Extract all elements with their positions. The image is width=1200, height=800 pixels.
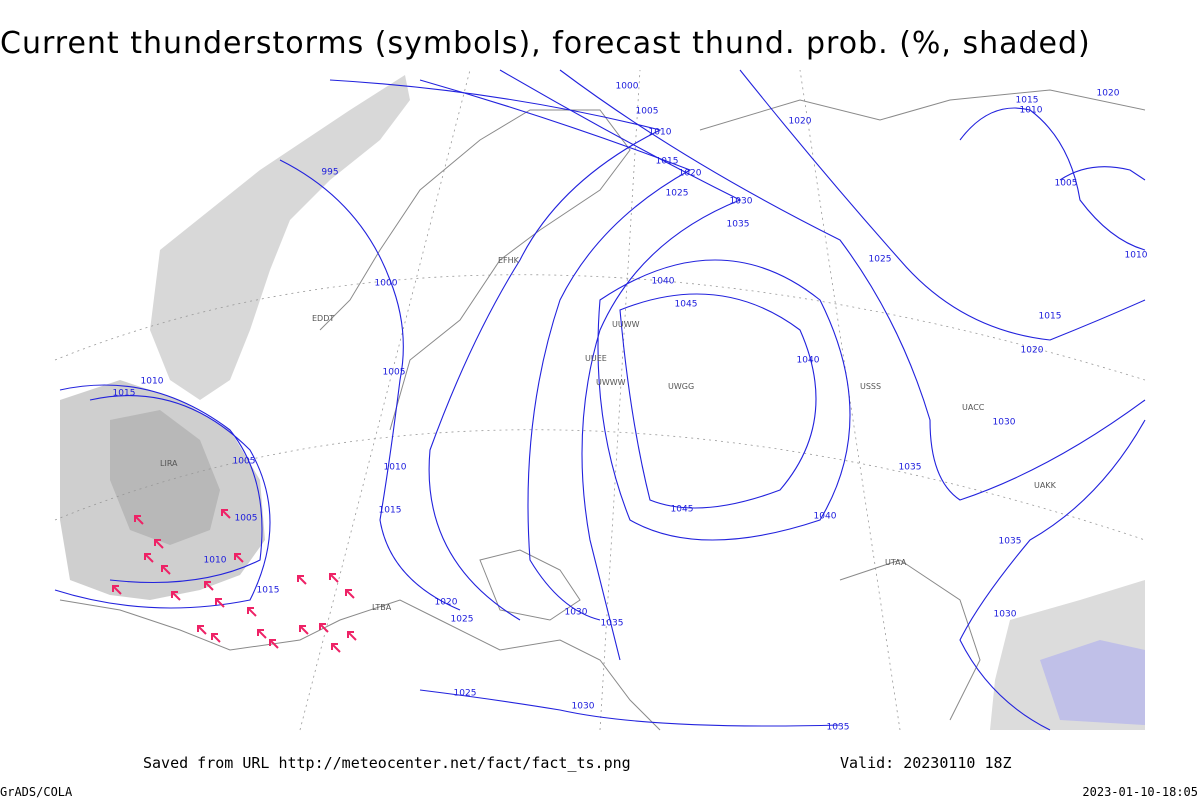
station-label: UWGG — [668, 382, 694, 391]
isobar-label: 1000 — [375, 279, 398, 289]
isobar-label: 1040 — [652, 277, 675, 287]
isobar-label: 1025 — [454, 689, 477, 699]
station-label: USSS — [860, 382, 881, 391]
isobar-label: 1035 — [899, 463, 922, 473]
isobar-label: 1005 — [1055, 179, 1078, 189]
isobar-label: 1015 — [656, 157, 679, 167]
isobar-labels: 1000 1005 1010 1015 1020 1025 1030 1035 … — [113, 82, 1148, 733]
station-label: UACC — [962, 403, 985, 412]
isobar-label: 1035 — [727, 220, 750, 230]
station-label: UWWW — [596, 378, 626, 387]
grid — [54, 69, 1146, 731]
isobar-label: 1035 — [827, 723, 850, 733]
isobar-label: 1015 — [1039, 312, 1062, 322]
isobar-label: 1010 — [1125, 251, 1148, 261]
isobar-label: 1035 — [999, 537, 1022, 547]
coastlines — [59, 89, 1146, 731]
isobar-label: 1015 — [1016, 96, 1039, 106]
isobar-label: 1015 — [113, 389, 136, 399]
isobar-label: 1020 — [1021, 346, 1044, 356]
isobar-label: 1025 — [869, 255, 892, 265]
isobar-label: 1030 — [572, 702, 595, 712]
valid-time: Valid: 20230110 18Z — [840, 754, 1012, 772]
isobar-label: 1030 — [994, 610, 1017, 620]
isobar-label: 1015 — [379, 506, 402, 516]
software: GrADS/COLA — [0, 785, 73, 799]
station-label: LIRA — [160, 459, 178, 468]
isobar-label: 1040 — [814, 512, 837, 522]
title: Current thunderstorms (symbols), forecas… — [0, 26, 1091, 61]
isobar-label: 1020 — [435, 598, 458, 608]
isobar-label: 1025 — [666, 189, 689, 199]
station-label: EFHK — [498, 256, 520, 265]
isobar-label: 1010 — [384, 463, 407, 473]
probability-shading — [60, 75, 1145, 730]
isobar-label: 1010 — [204, 556, 227, 566]
isobar-label: 1030 — [993, 418, 1016, 428]
isobar-label: 1030 — [730, 197, 753, 207]
saved-url: Saved from URL http://meteocenter.net/fa… — [143, 754, 631, 772]
station-label: LTBA — [372, 603, 392, 612]
isobar-label: 1025 — [451, 615, 474, 625]
isobars — [54, 69, 1146, 731]
isobar-label: 1005 — [235, 514, 258, 524]
isobar-label: 1020 — [789, 117, 812, 127]
isobar-label: 1035 — [601, 619, 624, 629]
isobar-label: 1040 — [797, 356, 820, 366]
thunderstorm-symbols — [112, 509, 357, 653]
station-label: EDDT — [312, 314, 334, 323]
isobar-label: 1000 — [616, 82, 639, 92]
station-label: UTAA — [885, 558, 907, 567]
station-label: UUEE — [585, 354, 607, 363]
isobar-label: 995 — [321, 168, 338, 178]
isobar-label: 1005 — [383, 368, 406, 378]
isobar-label: 1010 — [1020, 106, 1043, 116]
isobar-label: 1015 — [257, 586, 280, 596]
map-frame: 1000 1005 1010 1015 1020 1025 1030 1035 … — [54, 69, 1148, 733]
isobar-label: 1010 — [649, 128, 672, 138]
station-label: UUWW — [612, 320, 640, 329]
isobar-label: 1010 — [141, 377, 164, 387]
isobar-label: 1045 — [671, 505, 694, 515]
isobar-label: 1020 — [1097, 89, 1120, 99]
timestamp: 2023-01-10-18:05 — [1082, 785, 1198, 799]
station-labels: EFHK LIRA UUEE UWWW LTBA EDDT UUWW UWGG … — [160, 256, 1057, 612]
isobar-label: 1005 — [636, 107, 659, 117]
isobar-label: 1020 — [679, 169, 702, 179]
isobar-label: 1045 — [675, 300, 698, 310]
isobar-label: 1005 — [233, 457, 256, 467]
isobar-label: 1030 — [565, 608, 588, 618]
station-label: UAKK — [1034, 481, 1057, 490]
